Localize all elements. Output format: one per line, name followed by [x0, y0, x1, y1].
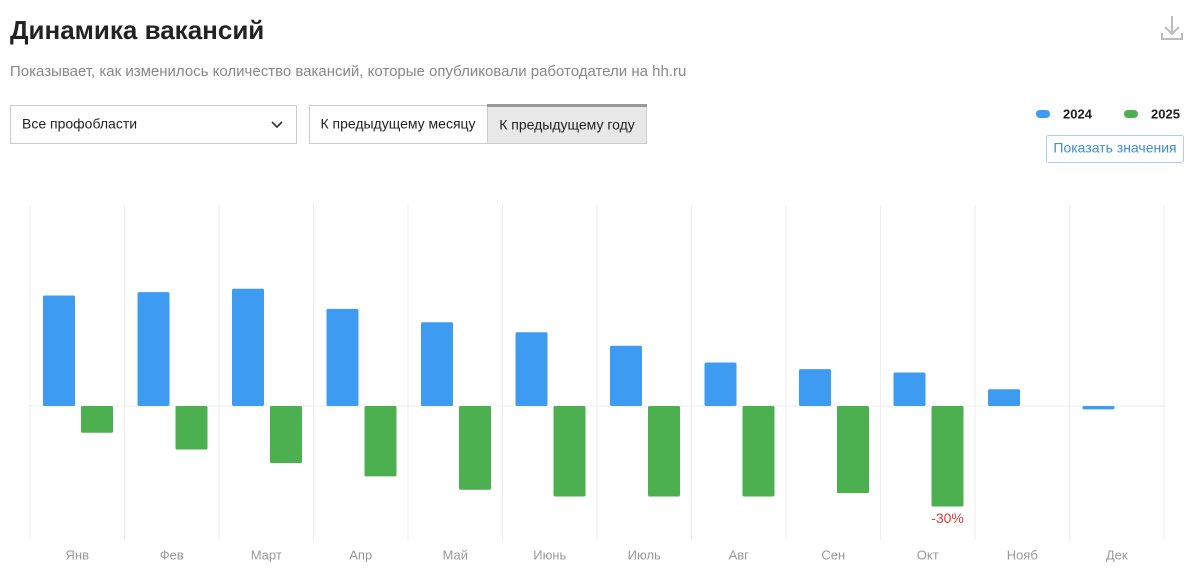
dropdown[interactable]: Все профобласти: [10, 105, 297, 144]
tab-label: К предыдущему году: [499, 117, 635, 133]
value-label: -30%: [931, 510, 964, 526]
legend-label: 2024: [1063, 106, 1093, 121]
bar: [893, 372, 926, 406]
legend-swatch: [1124, 110, 1138, 118]
dropdown-label: Все профобласти: [22, 116, 137, 132]
bar: [270, 406, 302, 463]
x-tick-label: Фев: [160, 547, 184, 562]
bar: [232, 288, 264, 406]
download-icon[interactable]: [1161, 16, 1183, 40]
subtitle: Показывает, как изменилось количество ва…: [10, 63, 686, 80]
legend-label: 2025: [1151, 106, 1180, 121]
bar: [364, 406, 397, 477]
x-tick-label: Май: [443, 547, 468, 562]
x-tick-label: Янв: [66, 547, 90, 562]
x-tick-label: Сен: [821, 547, 845, 562]
tab-label: К предыдущему месяцу: [320, 116, 475, 132]
x-tick-label: Апр: [349, 547, 372, 562]
bar: [742, 406, 775, 497]
bar: [43, 295, 75, 406]
bar: [704, 362, 737, 406]
bar: [931, 406, 964, 507]
x-tick-label: Июль: [628, 547, 661, 562]
bar: [610, 345, 642, 406]
bar: [459, 406, 491, 490]
bar: [421, 322, 453, 406]
tab-active[interactable]: К предыдущему году: [487, 104, 647, 144]
bar: [137, 292, 170, 406]
bar: [988, 389, 1020, 406]
bar: [175, 406, 208, 450]
x-tick-label: Дек: [1106, 547, 1128, 562]
show-values-button[interactable]: Показать значения: [1046, 135, 1184, 163]
bar: [1082, 406, 1115, 410]
title: Динамика вакансий: [10, 15, 264, 45]
button-label: Показать значения: [1053, 140, 1176, 156]
x-tick-label: Июнь: [533, 547, 566, 562]
bar: [81, 406, 113, 433]
bar: [553, 406, 586, 497]
bar: [515, 332, 548, 406]
bar: [326, 308, 359, 406]
bar: [837, 406, 869, 494]
tab[interactable]: К предыдущему месяцу: [309, 105, 488, 144]
bar: [648, 406, 680, 497]
x-tick-label: Март: [251, 547, 282, 562]
bar: [799, 369, 831, 406]
x-tick-label: Окт: [917, 547, 939, 562]
x-tick-label: Авг: [729, 547, 750, 562]
legend-swatch: [1036, 110, 1050, 118]
x-tick-label: Нояб: [1007, 547, 1038, 562]
